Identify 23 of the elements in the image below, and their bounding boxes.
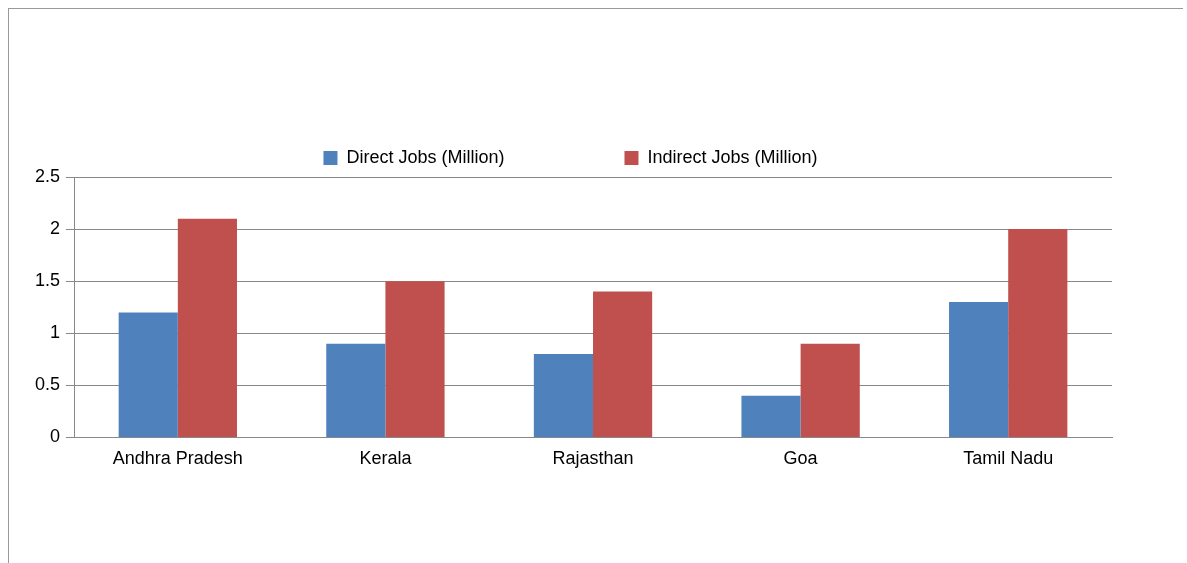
bar	[741, 395, 801, 437]
x-tick-label: Kerala	[359, 448, 413, 469]
bar	[800, 343, 860, 437]
bar	[118, 312, 178, 437]
bar	[385, 281, 445, 437]
bar	[326, 343, 386, 437]
bar	[949, 301, 1009, 437]
y-tick-label: 0	[50, 426, 61, 447]
y-tick-label: 1	[50, 322, 61, 343]
x-tick-label: Andhra Pradesh	[112, 448, 243, 469]
y-tick-label: 1.5	[34, 270, 61, 291]
x-tick-label: Tamil Nadu	[963, 448, 1054, 469]
bar	[177, 218, 237, 437]
y-tick-label: 0.5	[34, 374, 61, 395]
legend-label: Direct Jobs (Million)	[346, 146, 505, 167]
legend-label: Indirect Jobs (Million)	[647, 146, 818, 167]
x-tick-label: Goa	[783, 448, 819, 469]
y-tick-label: 2	[50, 218, 61, 239]
x-tick-label: Rajasthan	[552, 448, 634, 469]
bar	[533, 354, 594, 437]
bar	[1008, 229, 1068, 437]
y-tick-label: 2.5	[34, 165, 61, 186]
bar	[593, 291, 653, 437]
